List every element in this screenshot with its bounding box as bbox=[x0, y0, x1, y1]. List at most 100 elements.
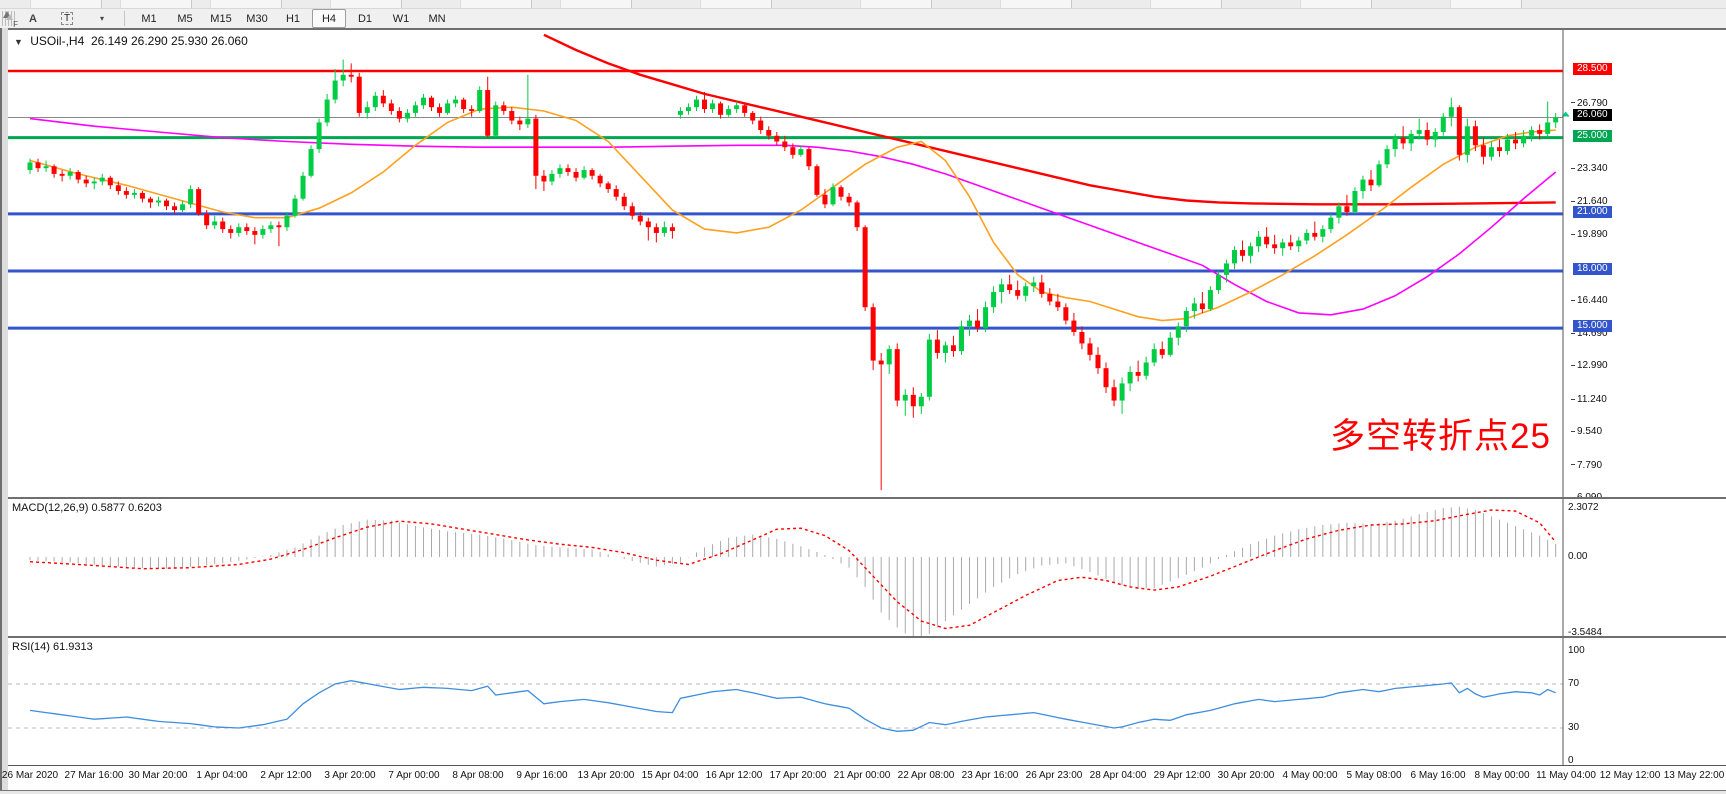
candle-body bbox=[1119, 383, 1125, 401]
candle-body bbox=[1320, 229, 1326, 237]
candle-body bbox=[541, 175, 547, 182]
candle-body bbox=[934, 339, 940, 353]
text-tool-button[interactable]: T bbox=[51, 9, 83, 28]
cutoff-toolbar-button bbox=[120, 0, 192, 8]
rsi-chart[interactable] bbox=[8, 638, 1726, 765]
candle-body bbox=[292, 198, 298, 216]
candle-body bbox=[750, 112, 756, 121]
date-label: 2 Apr 12:00 bbox=[260, 770, 312, 781]
candle-body bbox=[637, 215, 643, 222]
ohlc-values: 26.149 26.290 25.930 26.060 bbox=[90, 34, 248, 48]
candle-body bbox=[1087, 343, 1093, 355]
timeframe-button-m5[interactable]: M5 bbox=[177, 12, 193, 25]
candle-body bbox=[139, 192, 145, 199]
date-label: 22 Apr 08:00 bbox=[897, 770, 955, 781]
candle-body bbox=[1344, 206, 1350, 212]
candle-body bbox=[284, 215, 290, 228]
ma-orange-line bbox=[29, 106, 1556, 322]
candle-body bbox=[1264, 236, 1270, 245]
timeframe-button-m1[interactable]: M1 bbox=[141, 12, 157, 25]
candle-body bbox=[1352, 191, 1358, 212]
macd-indicator-pane[interactable]: MACD(12,26,9) 0.5877 0.6203 2.3072 0.00 -3… bbox=[8, 497, 1726, 638]
candle-body bbox=[1135, 371, 1141, 376]
candle-body bbox=[43, 166, 49, 169]
candle-body bbox=[1095, 354, 1101, 369]
date-label: 23 Apr 16:00 bbox=[961, 770, 1019, 781]
candle-body bbox=[958, 326, 964, 352]
date-label: 15 Apr 04:00 bbox=[641, 770, 699, 781]
candle-body bbox=[485, 90, 491, 136]
candle-body bbox=[1248, 246, 1254, 256]
date-label: 7 Apr 00:00 bbox=[388, 770, 440, 781]
main-chart-pane[interactable]: ▼ USOil-,H4 26.149 26.290 25.930 26.060 … bbox=[8, 28, 1726, 503]
candle-body bbox=[1376, 164, 1382, 186]
candle-body bbox=[1063, 307, 1069, 321]
candle-body bbox=[1368, 179, 1374, 186]
price-badge-28.500: 28.500 bbox=[1573, 63, 1612, 75]
macd-chart[interactable] bbox=[8, 499, 1726, 636]
date-label: 29 Apr 12:00 bbox=[1153, 770, 1211, 781]
price-badge-25.000: 25.000 bbox=[1573, 129, 1612, 142]
candle-body bbox=[27, 162, 33, 171]
candle-body bbox=[830, 187, 836, 205]
candlestick-chart[interactable] bbox=[8, 30, 1726, 497]
candle-body bbox=[1280, 242, 1286, 249]
candle-body bbox=[1015, 290, 1021, 296]
chart-annotation-text[interactable]: 多空转折点25 bbox=[1330, 417, 1551, 456]
date-axis[interactable]: 26 Mar 2020 27 Mar 16:00 30 Mar 20:00 1 Apr… bbox=[2, 765, 1726, 791]
candle-body bbox=[107, 177, 113, 186]
candle-body bbox=[1127, 371, 1133, 384]
symbol-timeframe-label: USOil-,H4 bbox=[30, 34, 85, 48]
candle-body bbox=[1424, 130, 1430, 140]
candle-body bbox=[983, 307, 989, 329]
candle-body bbox=[605, 183, 611, 190]
timeframe-button-m30[interactable]: M30 bbox=[246, 12, 268, 25]
shapes-tool-button[interactable]: ▾ bbox=[3, 9, 117, 28]
candle-body bbox=[1007, 284, 1013, 291]
candle-body bbox=[1175, 326, 1181, 338]
rsi-indicator-pane[interactable]: RSI(14) 61.9313 100 70 30 0 bbox=[8, 636, 1726, 767]
current-price-marker bbox=[1561, 111, 1570, 117]
price-badge-15.000: 15.000 bbox=[1573, 320, 1612, 333]
date-label: 26 Mar 2020 bbox=[1, 770, 59, 781]
candle-body bbox=[742, 105, 748, 113]
candle-body bbox=[525, 118, 531, 125]
candle-body bbox=[180, 204, 186, 211]
timeframe-button-w1[interactable]: W1 bbox=[392, 12, 410, 25]
candle-body bbox=[1545, 122, 1551, 134]
collapse-triangle-icon[interactable]: ▼ bbox=[14, 37, 23, 47]
candle-body bbox=[252, 231, 258, 235]
candle-body bbox=[1167, 337, 1173, 355]
cutoff-toolbar-button bbox=[460, 0, 532, 8]
candle-body bbox=[718, 103, 724, 115]
macd-signal-line bbox=[29, 509, 1557, 630]
cursor-tool-button[interactable]: A bbox=[29, 12, 37, 25]
timeframe-button-d1[interactable]: D1 bbox=[357, 12, 373, 25]
date-label: 8 May 00:00 bbox=[1474, 770, 1530, 781]
candle-body bbox=[316, 122, 322, 150]
candle-body bbox=[1240, 250, 1246, 256]
cutoff-toolbar-button bbox=[210, 0, 282, 8]
candle-body bbox=[372, 95, 378, 108]
candle-body bbox=[1055, 301, 1061, 308]
cutoff-toolbar-button bbox=[560, 0, 632, 8]
price-tick: 9.540 bbox=[1571, 426, 1602, 437]
candle-body bbox=[774, 135, 780, 142]
macd-label: MACD(12,26,9) 0.5877 0.6203 bbox=[12, 502, 162, 514]
rsi-axis-tick: 100 bbox=[1568, 645, 1585, 656]
candle-body bbox=[790, 147, 796, 155]
candle-body bbox=[1521, 135, 1527, 144]
date-label: 11 May 04:00 bbox=[1536, 770, 1596, 781]
candle-body bbox=[1384, 149, 1390, 165]
candle-body bbox=[886, 349, 892, 365]
timeframe-button-mn[interactable]: MN bbox=[428, 12, 446, 25]
ma-red-line bbox=[543, 33, 1556, 206]
candle-body bbox=[204, 213, 210, 226]
timeframe-button-h1[interactable]: H1 bbox=[285, 12, 301, 25]
candle-body bbox=[1143, 362, 1149, 376]
candle-body bbox=[1408, 133, 1414, 144]
timeframe-button-h4[interactable]: H4 bbox=[312, 9, 346, 28]
price-tick: 21.640 bbox=[1571, 196, 1608, 207]
timeframe-button-m15[interactable]: M15 bbox=[210, 12, 232, 25]
candle-body bbox=[1079, 331, 1085, 344]
